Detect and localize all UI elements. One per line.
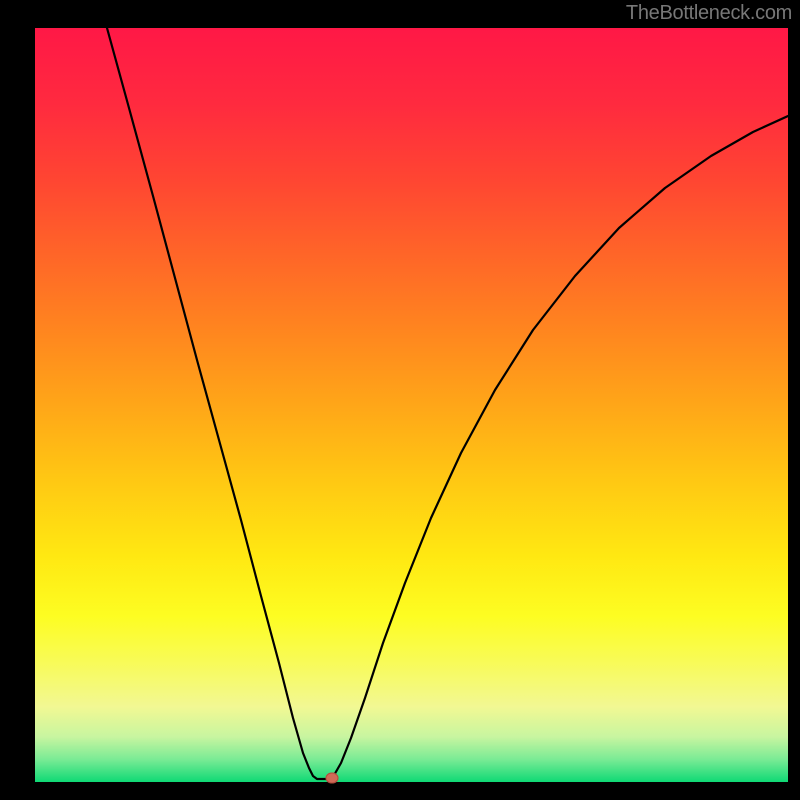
bottleneck-curve	[35, 28, 788, 782]
watermark-text: TheBottleneck.com	[626, 2, 792, 25]
optimal-point-marker	[326, 773, 339, 784]
plot-area	[35, 28, 788, 782]
